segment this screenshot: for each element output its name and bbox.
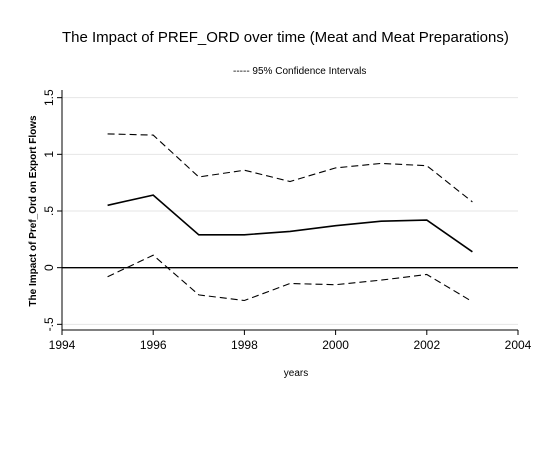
x-axis-title: years (284, 368, 308, 379)
y-tick-label: 0 (42, 264, 56, 271)
y-axis-title: The Impact of Pref_Ord on Export Flows (28, 115, 39, 307)
chart-title: The Impact of PREF_ORD over time (Meat a… (62, 29, 509, 46)
tick-labels: -.5 0 .5 1 1.5 1994 1996 1998 2000 2002 2004 (42, 89, 532, 352)
x-tick-label: 2000 (322, 338, 349, 352)
series-line-upper (107, 133, 473, 203)
series-line-lower (107, 254, 473, 303)
axes (57, 90, 519, 335)
series-line-estimate (107, 194, 473, 253)
y-tick-label: 1.5 (42, 89, 56, 106)
x-tick-label: 1996 (140, 338, 167, 352)
y-tick-label: .5 (42, 206, 56, 216)
grid-lines (62, 97, 518, 325)
y-tick-label: 1 (42, 151, 56, 158)
x-tick-label: 2004 (505, 338, 532, 352)
y-tick-label: -.5 (42, 317, 56, 331)
x-tick-label: 1994 (49, 338, 76, 352)
series-lines (107, 133, 473, 303)
x-tick-label: 1998 (231, 338, 258, 352)
legend-entry: ----- 95% Confidence Intervals (233, 66, 366, 77)
x-tick-label: 2002 (413, 338, 440, 352)
